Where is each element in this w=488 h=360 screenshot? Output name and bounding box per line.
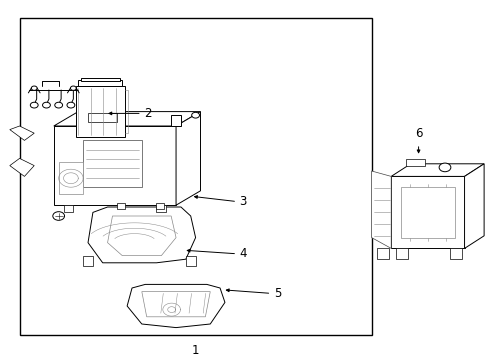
Bar [171,115,181,126]
Circle shape [191,112,199,118]
Polygon shape [127,284,224,328]
Polygon shape [63,205,73,212]
Circle shape [438,163,450,172]
Circle shape [55,102,62,108]
Bar [88,113,117,122]
Polygon shape [390,164,483,176]
Bar [76,86,124,137]
Polygon shape [10,158,34,176]
Polygon shape [156,205,166,212]
Polygon shape [88,207,195,263]
Bar [20,18,371,335]
Polygon shape [176,112,200,205]
Bar [78,80,122,86]
Polygon shape [376,248,388,259]
Bar [81,78,120,81]
Polygon shape [156,203,163,209]
Polygon shape [371,171,390,248]
Circle shape [42,102,50,108]
Polygon shape [10,126,34,140]
Bar [83,140,142,187]
Text: 5: 5 [273,287,281,300]
Circle shape [53,212,64,220]
Polygon shape [117,203,124,209]
Polygon shape [54,112,200,126]
Bar [400,187,454,238]
Polygon shape [464,164,483,248]
Polygon shape [59,162,83,194]
Circle shape [67,102,75,108]
Circle shape [70,86,76,90]
Text: 6: 6 [414,127,422,140]
Bar [54,126,176,205]
Polygon shape [405,159,425,166]
Circle shape [30,102,38,108]
Polygon shape [142,292,210,317]
Bar [390,176,464,248]
Polygon shape [107,216,176,256]
Polygon shape [395,248,407,259]
Polygon shape [449,248,461,259]
Text: 1: 1 [191,345,199,357]
Polygon shape [83,256,93,266]
Circle shape [31,86,37,90]
Text: 2: 2 [144,107,151,120]
Text: 3: 3 [239,195,246,208]
Text: 4: 4 [239,247,246,260]
Polygon shape [185,256,195,266]
